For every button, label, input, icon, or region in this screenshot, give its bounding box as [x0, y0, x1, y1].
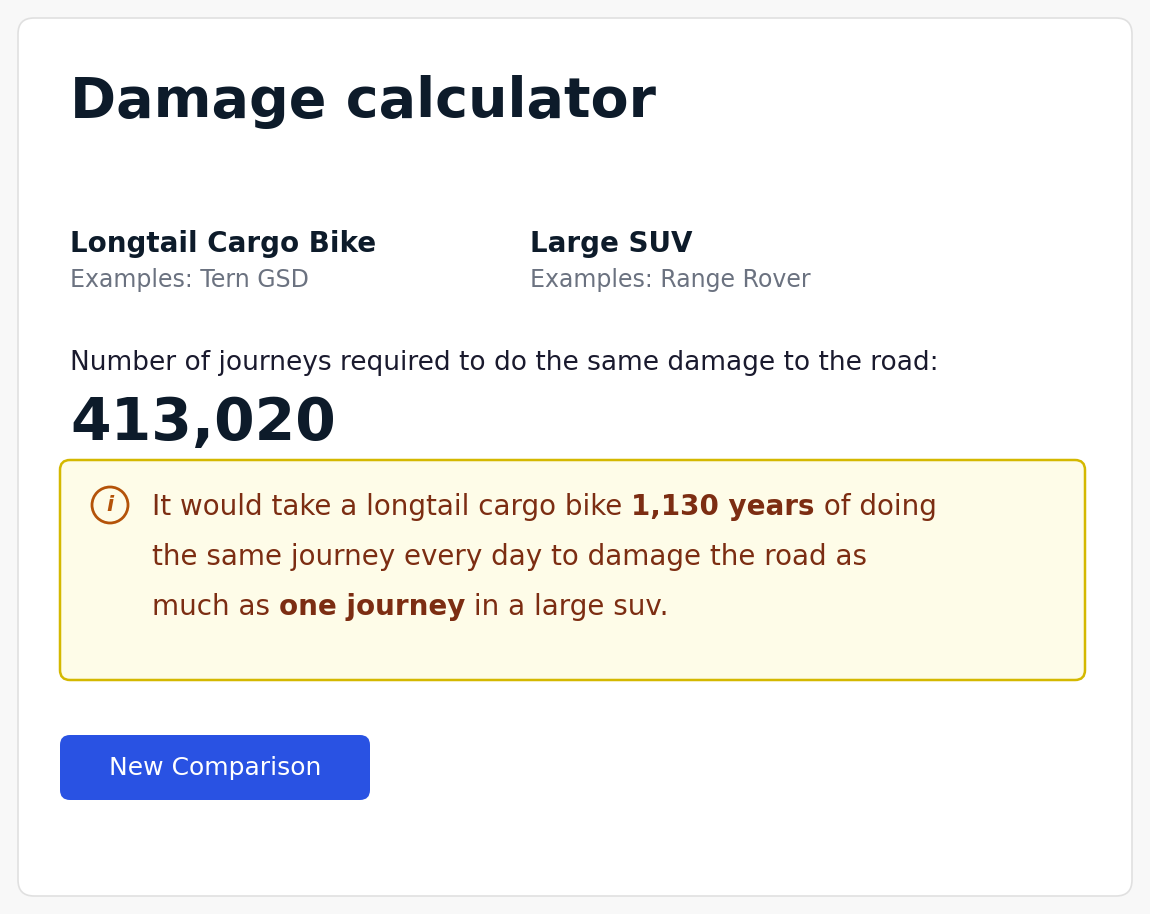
Text: Longtail Cargo Bike: Longtail Cargo Bike	[70, 230, 376, 258]
Text: 1,130 years: 1,130 years	[631, 493, 814, 521]
Text: New Comparison: New Comparison	[109, 756, 321, 780]
Text: one journey: one journey	[279, 593, 466, 621]
Text: Damage calculator: Damage calculator	[70, 75, 655, 129]
Text: i: i	[107, 495, 114, 515]
Text: Examples: Range Rover: Examples: Range Rover	[530, 268, 811, 292]
Text: of doing: of doing	[814, 493, 936, 521]
Text: It would take a longtail cargo bike: It would take a longtail cargo bike	[152, 493, 631, 521]
FancyBboxPatch shape	[18, 18, 1132, 896]
Text: Examples: Tern GSD: Examples: Tern GSD	[70, 268, 309, 292]
FancyBboxPatch shape	[60, 460, 1084, 680]
Text: in a large suv.: in a large suv.	[466, 593, 669, 621]
FancyBboxPatch shape	[60, 735, 370, 800]
Text: the same journey every day to damage the road as: the same journey every day to damage the…	[152, 543, 867, 571]
Text: much as: much as	[152, 593, 279, 621]
Text: Large SUV: Large SUV	[530, 230, 692, 258]
Text: 413,020: 413,020	[70, 395, 336, 452]
Text: Number of journeys required to do the same damage to the road:: Number of journeys required to do the sa…	[70, 350, 938, 376]
